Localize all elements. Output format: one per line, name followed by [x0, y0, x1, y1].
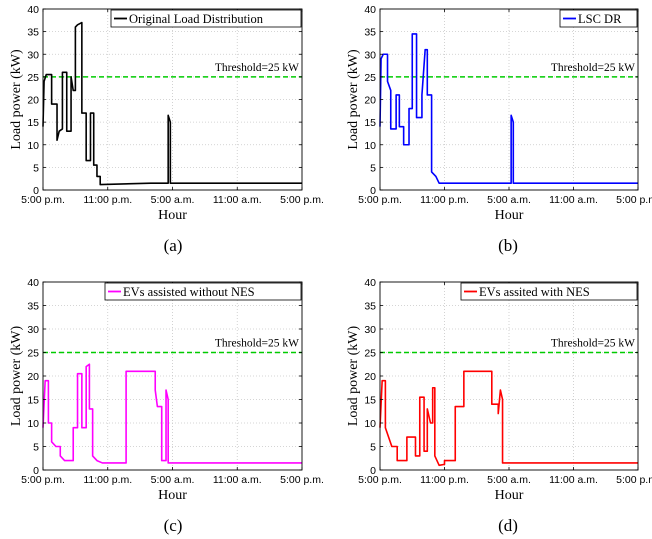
series-line	[379, 370, 638, 467]
y-tick-label: 35	[364, 301, 376, 313]
y-tick-label: 10	[27, 418, 39, 430]
x-tick-label: 11:00 p.m.	[420, 194, 469, 206]
y-tick-label: 15	[364, 395, 376, 407]
y-tick-label: 0	[33, 465, 39, 477]
y-tick-label: 20	[27, 371, 39, 383]
y-tick-label: 5	[33, 442, 39, 454]
y-tick-label: 30	[27, 49, 39, 61]
x-axis-label: Hour	[158, 488, 187, 503]
x-tick-label: 11:00 a.m.	[549, 194, 598, 206]
y-tick-label: 25	[27, 348, 39, 360]
x-axis-label: Hour	[495, 488, 524, 503]
y-tick-label: 25	[27, 72, 39, 84]
chart-panel-3: 5:00 p.m. 11:00 p.m. 5:00 a.m. 11:00 a.m. 5:…	[9, 277, 324, 535]
legend: Original Load Distribution	[110, 9, 302, 28]
y-tick-label: 35	[27, 301, 39, 313]
y-tick-label: 40	[27, 277, 39, 289]
x-tick-label: 11:00 a.m.	[213, 474, 262, 486]
y-tick-label: 35	[364, 27, 376, 39]
legend-label: EVs assisted without NES	[123, 285, 255, 299]
x-axis-label: Hour	[495, 208, 524, 223]
y-tick-label: 5	[370, 442, 376, 454]
legend: EVs assited with NES	[460, 282, 638, 301]
x-tick-label: 5:00 a.m.	[151, 194, 195, 206]
chart-panel-1: 5:00 p.m. 11:00 p.m. 5:00 a.m. 11:00 a.m. 5:…	[9, 4, 324, 255]
y-tick-label: 0	[33, 185, 39, 197]
x-tick-label: 5:00 p.m.	[616, 474, 652, 486]
x-tick-label: 5:00 a.m.	[487, 474, 531, 486]
panel-caption: (b)	[498, 236, 518, 255]
y-tick-label: 5	[370, 162, 376, 174]
y-axis-label: Load power (kW)	[346, 326, 361, 427]
y-tick-label: 20	[364, 371, 376, 383]
y-tick-label: 15	[27, 395, 39, 407]
threshold-label: Threshold=25 kW	[551, 62, 635, 74]
legend-box	[104, 282, 302, 301]
x-axis-label: Hour	[158, 208, 187, 223]
chart-panel-2: 5:00 p.m. 11:00 p.m. 5:00 a.m. 11:00 a.m. 5:…	[346, 4, 652, 255]
x-tick-label: 5:00 p.m.	[21, 474, 65, 486]
panel-caption: (a)	[164, 236, 183, 255]
series-line	[379, 33, 638, 185]
threshold-label: Threshold=25 kW	[215, 338, 299, 350]
y-tick-label: 40	[27, 4, 39, 16]
y-axis-label: Load power (kW)	[9, 49, 24, 150]
x-tick-label: 11:00 p.m.	[83, 194, 132, 206]
y-tick-label: 15	[27, 117, 39, 129]
x-tick-label: 11:00 a.m.	[213, 194, 262, 206]
x-tick-label: 5:00 p.m.	[358, 194, 402, 206]
threshold-label: Threshold=25 kW	[215, 62, 299, 74]
x-tick-label: 11:00 p.m.	[83, 474, 132, 486]
y-axis-label: Load power (kW)	[346, 49, 361, 150]
legend-label: LSC DR	[578, 12, 622, 26]
x-tick-label: 11:00 a.m.	[549, 474, 598, 486]
y-tick-label: 30	[364, 324, 376, 336]
legend-box	[110, 9, 302, 28]
legend: LSC DR	[559, 9, 638, 28]
threshold-label: Threshold=25 kW	[551, 338, 635, 350]
y-tick-label: 40	[364, 4, 376, 16]
y-tick-label: 10	[364, 140, 376, 152]
x-tick-label: 5:00 p.m.	[21, 194, 65, 206]
y-tick-label: 0	[370, 465, 376, 477]
series-line	[42, 363, 302, 464]
y-tick-label: 25	[364, 72, 376, 84]
panel-caption: (c)	[164, 516, 183, 535]
legend: EVs assisted without NES	[104, 282, 302, 301]
x-tick-label: 5:00 p.m.	[280, 194, 324, 206]
y-tick-label: 0	[370, 185, 376, 197]
y-tick-label: 25	[364, 348, 376, 360]
panel-caption: (d)	[498, 516, 518, 535]
y-tick-label: 20	[364, 95, 376, 107]
legend-label: EVs assited with NES	[479, 285, 590, 299]
y-tick-label: 10	[27, 140, 39, 152]
x-tick-label: 5:00 p.m.	[280, 474, 324, 486]
legend-box	[559, 9, 638, 28]
x-tick-label: 5:00 a.m.	[151, 474, 195, 486]
y-tick-label: 15	[364, 117, 376, 129]
y-tick-label: 20	[27, 95, 39, 107]
y-tick-label: 5	[33, 162, 39, 174]
legend-box	[460, 282, 638, 301]
y-tick-label: 30	[27, 324, 39, 336]
y-axis-label: Load power (kW)	[9, 326, 24, 427]
y-tick-label: 10	[364, 418, 376, 430]
y-tick-label: 35	[27, 27, 39, 39]
series-line	[42, 21, 302, 186]
x-tick-label: 5:00 p.m.	[358, 474, 402, 486]
x-tick-label: 5:00 a.m.	[487, 194, 531, 206]
x-tick-label: 5:00 p.m.	[616, 194, 652, 206]
y-tick-label: 30	[364, 49, 376, 61]
y-tick-label: 40	[364, 277, 376, 289]
legend-label: Original Load Distribution	[129, 12, 264, 26]
chart-panel-4: 5:00 p.m. 11:00 p.m. 5:00 a.m. 11:00 a.m. 5:…	[346, 277, 652, 535]
x-tick-label: 11:00 p.m.	[420, 474, 469, 486]
